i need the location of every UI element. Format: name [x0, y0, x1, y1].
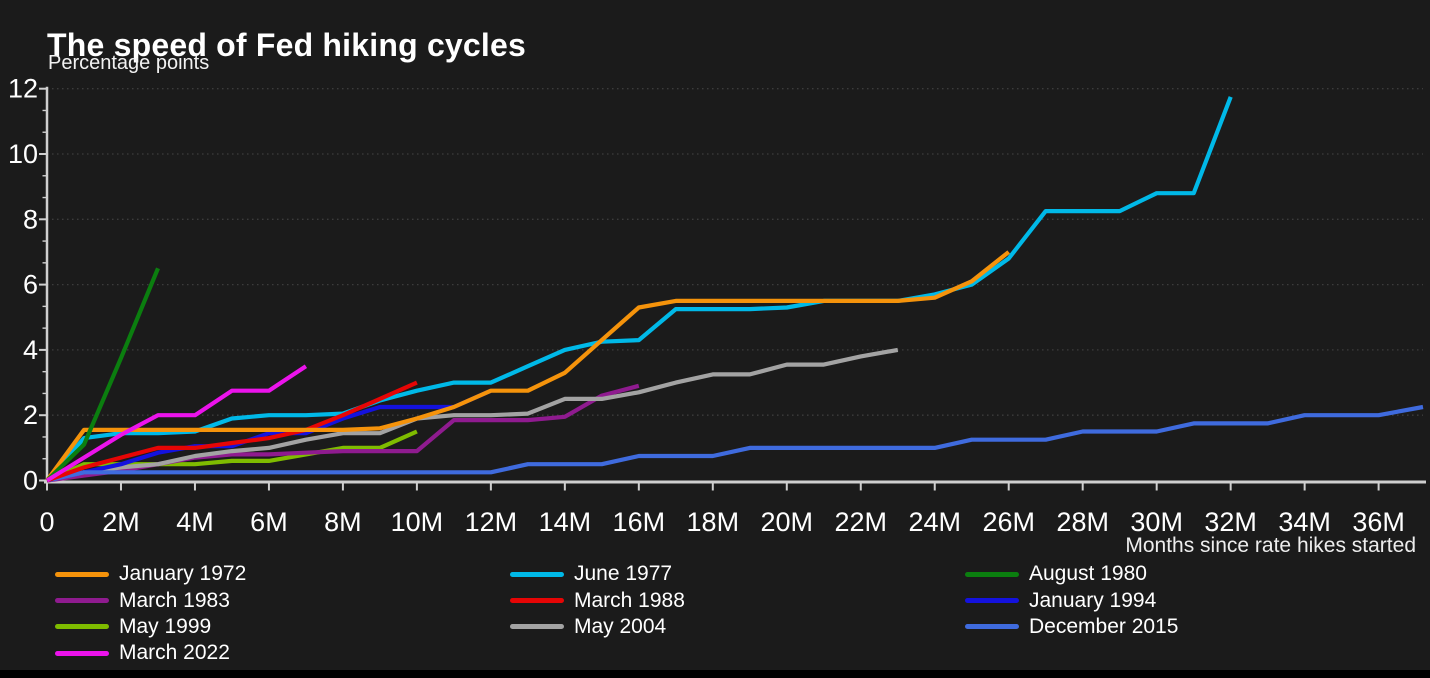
legend-swatch-december-2015: [965, 624, 1019, 630]
legend-item-june-1977: June 1977: [510, 561, 685, 587]
x-axis-label: Months since rate hikes started: [1125, 534, 1416, 557]
series-line-january-1994[interactable]: [46, 388, 492, 483]
legend-swatch-january-1972: [55, 571, 109, 577]
series-line-august-1980[interactable]: [45, 267, 160, 483]
series-line-march-1988[interactable]: [46, 380, 418, 483]
legend-item-may-1999: May 1999: [55, 614, 246, 640]
series-line-january-1972[interactable]: [45, 250, 1011, 482]
y-tick-label-2: 2: [23, 400, 38, 430]
x-tick-label-10M: 10M: [391, 507, 444, 537]
legend-swatch-august-1980: [965, 571, 1019, 577]
x-tick-label-34M: 34M: [1278, 507, 1331, 537]
x-tick-label-14M: 14M: [539, 507, 592, 537]
x-tick-label-0: 0: [39, 507, 54, 537]
legend-label-december-2015: December 2015: [1029, 614, 1179, 638]
legend-label-january-1994: January 1994: [1029, 588, 1157, 612]
legend-item-may-2004: May 2004: [510, 614, 685, 640]
legend-label-may-1999: May 1999: [119, 614, 212, 638]
legend-item-january-1994: January 1994: [965, 587, 1178, 613]
legend: January 1972 March 1983 May 1999 March 2022…: [0, 561, 1430, 670]
legend-label-may-2004: May 2004: [574, 614, 667, 638]
series-line-december-2015[interactable]: [46, 404, 1424, 483]
series-line-march-2022[interactable]: [45, 364, 308, 483]
legend-swatch-january-1994: [965, 598, 1019, 604]
chart-subtitle: Percentage points: [48, 52, 210, 74]
x-tick-label-4M: 4M: [176, 507, 214, 537]
x-tick-label-18M: 18M: [687, 507, 740, 537]
y-tick-label-8: 8: [23, 204, 38, 234]
x-tick-label-16M: 16M: [613, 507, 666, 537]
bottom-bar: [0, 670, 1430, 678]
x-tick-label-22M: 22M: [834, 507, 887, 537]
x-tick-label-2M: 2M: [102, 507, 140, 537]
x-tick-label-28M: 28M: [1056, 507, 1109, 537]
legend-swatch-march-1983: [55, 598, 109, 604]
legend-label-january-1972: January 1972: [119, 562, 247, 586]
series-line-june-1977[interactable]: [45, 96, 1233, 482]
legend-swatch-june-1977: [510, 571, 564, 577]
legend-column-2: June 1977 March 1988 May 2004: [510, 561, 685, 640]
legend-label-march-1988: March 1988: [574, 588, 685, 612]
x-tick-label-12M: 12M: [465, 507, 518, 537]
x-tick-label-24M: 24M: [908, 507, 961, 537]
x-tick-label-26M: 26M: [982, 507, 1035, 537]
chart-title: The speed of Fed hiking cycles: [47, 27, 527, 64]
y-tick-label-12: 12: [8, 74, 38, 104]
legend-item-march-1983: March 1983: [55, 587, 246, 613]
x-tick-label-32M: 32M: [1204, 507, 1257, 537]
legend-item-august-1980: August 1980: [965, 561, 1178, 587]
y-tick-label-10: 10: [8, 139, 38, 169]
legend-label-march-1983: March 1983: [119, 588, 230, 612]
legend-label-june-1977: June 1977: [574, 562, 673, 586]
legend-swatch-may-1999: [55, 624, 109, 630]
x-tick-label-36M: 36M: [1352, 507, 1405, 537]
axes: 0 2 4 6 8 10 12 0 2M 4M 6M 8M 10M 12M 14M 16M 18M 20M 22M 2…: [8, 74, 1426, 537]
series-line-may-2004[interactable]: [46, 347, 899, 483]
legend-swatch-may-2004: [510, 624, 564, 630]
x-tick-label-20M: 20M: [761, 507, 814, 537]
chart-canvas: 0 2 4 6 8 10 12 0 2M 4M 6M 8M 10M 12M 14M 16M 18M 20M 22M 2…: [8, 74, 1426, 537]
x-tick-label-30M: 30M: [1130, 507, 1183, 537]
y-tick-label-0: 0: [23, 466, 38, 496]
legend-column-1: January 1972 March 1983 May 1999 March 2022: [55, 561, 246, 667]
x-tick-label-8M: 8M: [324, 507, 362, 537]
legend-swatch-march-2022: [55, 650, 109, 656]
series-line-may-1999[interactable]: [46, 429, 418, 483]
legend-label-august-1980: August 1980: [1029, 562, 1147, 586]
series-lines: [45, 96, 1424, 483]
legend-item-december-2015: December 2015: [965, 614, 1178, 640]
legend-label-march-2022: March 2022: [119, 641, 230, 665]
y-tick-label-6: 6: [23, 270, 38, 300]
x-tick-label-6M: 6M: [250, 507, 288, 537]
legend-item-march-2022: March 2022: [55, 640, 246, 666]
legend-swatch-march-1988: [510, 598, 564, 604]
legend-item-january-1972: January 1972: [55, 561, 246, 587]
legend-column-3: August 1980 January 1994 December 2015: [965, 561, 1178, 640]
legend-item-march-1988: March 1988: [510, 587, 685, 613]
y-tick-label-4: 4: [23, 335, 38, 365]
